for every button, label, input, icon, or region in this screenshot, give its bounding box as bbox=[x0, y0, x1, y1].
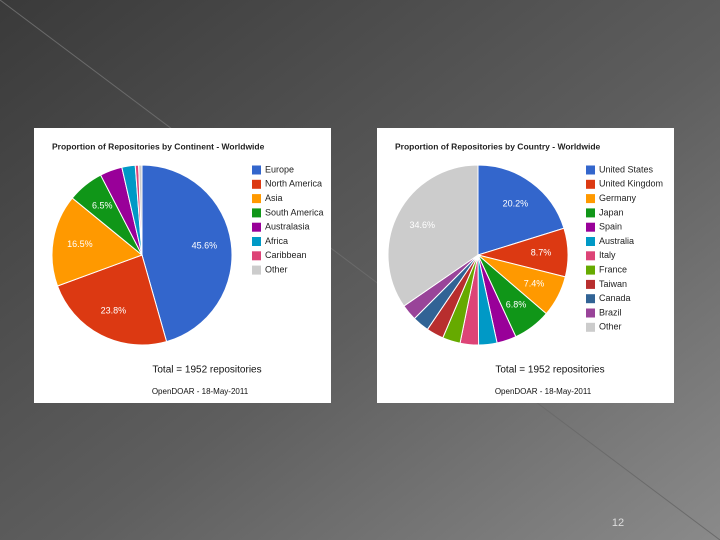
legend-label: Australasia bbox=[265, 222, 310, 232]
source-note: OpenDOAR - 18-May-2011 bbox=[495, 387, 592, 396]
legend-label: Brazil bbox=[599, 307, 622, 317]
legend-label: North America bbox=[265, 179, 322, 189]
legend-swatch bbox=[586, 165, 595, 175]
pie-slice bbox=[51, 197, 143, 287]
legend-label: Canada bbox=[599, 293, 631, 303]
legend-label: Australia bbox=[599, 236, 634, 246]
legend-swatch bbox=[586, 279, 595, 289]
slice-label: 6.5% bbox=[92, 200, 113, 210]
legend-swatch bbox=[252, 194, 261, 204]
legend-swatch bbox=[252, 165, 261, 175]
legend-swatch bbox=[252, 237, 261, 246]
slice-label: 6.8% bbox=[506, 300, 527, 310]
legend-label: Germany bbox=[599, 193, 637, 203]
legend-label: France bbox=[599, 264, 627, 274]
legend-swatch bbox=[586, 237, 595, 246]
slice-label: 23.8% bbox=[101, 306, 127, 316]
legend-label: South America bbox=[265, 207, 324, 217]
legend-swatch bbox=[252, 179, 261, 189]
legend-label: United States bbox=[599, 164, 654, 174]
pie-slice bbox=[141, 164, 233, 343]
source-note: OpenDOAR - 18-May-2011 bbox=[152, 387, 249, 396]
legend-swatch bbox=[586, 222, 595, 232]
legend-label: Asia bbox=[265, 193, 283, 203]
total-note: Total = 1952 repositories bbox=[152, 365, 261, 376]
legend-label: Italy bbox=[599, 250, 616, 260]
chart-title: Proportion of Repositories by Continent … bbox=[52, 141, 265, 151]
pie-slice bbox=[477, 164, 565, 256]
legend-swatch bbox=[586, 194, 595, 204]
pie-slice bbox=[138, 164, 143, 256]
legend-swatch bbox=[252, 251, 261, 261]
slice-label: 34.6% bbox=[409, 220, 435, 230]
legend-label: Other bbox=[265, 264, 288, 274]
legend-label: United Kingdom bbox=[599, 179, 663, 189]
legend-swatch bbox=[586, 208, 595, 218]
pie-slice bbox=[387, 164, 479, 307]
legend-label: Other bbox=[599, 322, 622, 332]
legend-swatch bbox=[586, 322, 595, 332]
total-note: Total = 1952 repositories bbox=[495, 365, 604, 376]
legend-swatch bbox=[586, 179, 595, 189]
legend-label: Taiwan bbox=[599, 279, 627, 289]
slice-label: 45.6% bbox=[192, 241, 218, 251]
legend-swatch bbox=[586, 251, 595, 261]
slice-label: 16.5% bbox=[67, 239, 93, 249]
legend-label: Europe bbox=[265, 164, 294, 174]
legend-label: Spain bbox=[599, 222, 622, 232]
chart-title: Proportion of Repositories by Country - … bbox=[395, 141, 601, 151]
legend-label: Africa bbox=[265, 236, 288, 246]
legend-swatch bbox=[252, 222, 261, 232]
pie-slice bbox=[56, 254, 168, 346]
slice-label: 7.4% bbox=[524, 278, 545, 288]
legend-swatch bbox=[586, 294, 595, 304]
slice-label: 20.2% bbox=[503, 199, 529, 209]
slide-number: 12 bbox=[612, 517, 624, 529]
legend-swatch bbox=[252, 208, 261, 218]
legend-label: Caribbean bbox=[265, 250, 307, 260]
slice-label: 8.7% bbox=[531, 248, 552, 258]
legend-label: Japan bbox=[599, 207, 624, 217]
legend-swatch bbox=[586, 308, 595, 318]
legend-swatch bbox=[252, 265, 261, 275]
legend-swatch bbox=[586, 265, 595, 275]
